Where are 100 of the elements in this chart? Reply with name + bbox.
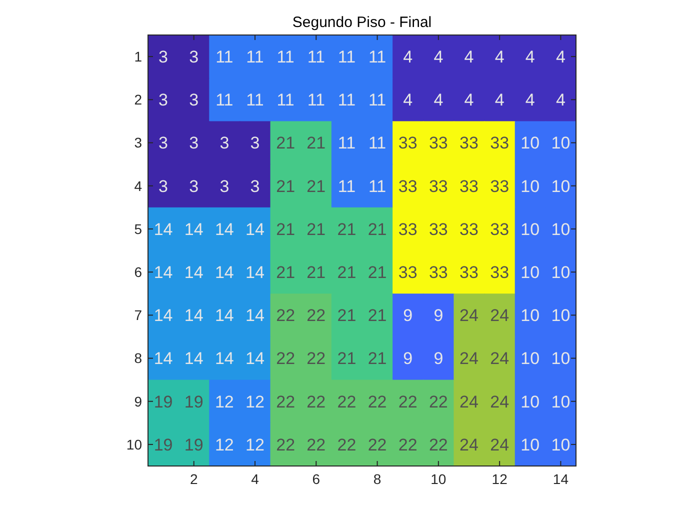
data-label: 4	[434, 48, 444, 66]
data-label: 33	[490, 263, 510, 282]
data-label: 24	[460, 306, 478, 326]
data-label: 19	[154, 392, 173, 412]
y-tick-label: 1	[134, 48, 142, 64]
data-label: 14	[246, 306, 264, 326]
data-label: 10	[520, 349, 540, 368]
data-label: 22	[428, 392, 448, 412]
data-label: 3	[250, 176, 260, 196]
chart-title: Segundo Piso - Final	[292, 14, 432, 31]
data-label: 12	[214, 392, 234, 412]
data-label: 4	[464, 90, 474, 110]
data-label: 14	[214, 263, 234, 282]
data-label: 33	[398, 220, 418, 239]
data-label: 33	[460, 134, 478, 153]
data-label: 14	[214, 349, 234, 368]
data-label: 24	[460, 435, 478, 454]
data-label: 21	[337, 263, 356, 282]
y-tick-label: 5	[134, 220, 142, 237]
data-label: 11	[338, 48, 356, 66]
data-label: 11	[276, 48, 294, 66]
data-label: 33	[428, 220, 448, 239]
data-label: 9	[434, 349, 444, 368]
data-label: 21	[276, 220, 296, 239]
data-label: 33	[398, 263, 418, 282]
data-label: 11	[368, 48, 386, 66]
y-tick-label: 6	[134, 264, 142, 280]
y-tick-label: 4	[134, 178, 142, 194]
x-tick-label: 8	[373, 471, 382, 487]
y-tick-label: 9	[134, 393, 142, 410]
data-label: 14	[184, 349, 204, 368]
data-label: 24	[490, 349, 510, 368]
data-label: 10	[551, 392, 570, 412]
data-label: 11	[368, 90, 386, 110]
data-label: 4	[525, 48, 535, 66]
data-label: 4	[494, 90, 504, 110]
data-label: 14	[154, 263, 173, 282]
x-tick-label: 2	[190, 471, 198, 487]
data-label: 21	[276, 176, 296, 196]
data-label: 24	[490, 306, 510, 326]
x-tick-label: 12	[492, 471, 508, 487]
data-label: 10	[551, 349, 570, 368]
data-label: 33	[428, 176, 448, 196]
data-label: 11	[216, 48, 234, 66]
data-label: 4	[403, 90, 413, 110]
data-label: 21	[368, 220, 387, 239]
data-label: 22	[276, 349, 296, 368]
data-label: 33	[398, 134, 418, 153]
data-label: 4	[556, 90, 566, 110]
data-label: 22	[368, 435, 387, 454]
data-label: 24	[490, 392, 510, 412]
x-tick-label: 6	[312, 471, 320, 487]
y-tick-label: 3	[134, 134, 142, 151]
data-label: 12	[214, 435, 234, 454]
data-label: 10	[551, 306, 570, 326]
data-label: 10	[551, 134, 570, 153]
data-label: 11	[307, 48, 325, 66]
data-label: 22	[428, 435, 448, 454]
data-label: 14	[184, 263, 204, 282]
data-label: 4	[464, 48, 474, 66]
data-label: 14	[246, 263, 264, 282]
data-label: 22	[276, 306, 296, 326]
data-label: 22	[306, 392, 326, 412]
data-label: 33	[490, 176, 510, 196]
data-label: 21	[337, 220, 356, 239]
data-label: 21	[368, 306, 387, 326]
data-label: 33	[398, 176, 418, 196]
data-label: 21	[276, 134, 296, 153]
data-label: 9	[434, 306, 444, 326]
data-label: 3	[158, 176, 168, 196]
y-tick-label: 2	[134, 92, 142, 108]
data-label: 24	[460, 392, 478, 412]
data-label: 22	[398, 392, 418, 412]
data-label: 10	[520, 435, 540, 454]
data-label: 21	[276, 263, 296, 282]
data-label: 21	[306, 134, 326, 153]
data-label: 14	[184, 220, 204, 239]
data-label: 14	[154, 306, 173, 326]
data-label: 33	[460, 176, 478, 196]
data-label: 11	[368, 134, 386, 153]
data-label: 22	[276, 392, 296, 412]
data-label: 10	[520, 263, 540, 282]
y-tick-label: 10	[126, 436, 142, 452]
data-label: 14	[184, 306, 204, 326]
data-label: 10	[520, 176, 540, 196]
data-label: 4	[403, 48, 413, 66]
data-label: 11	[307, 90, 325, 110]
data-label: 11	[246, 90, 264, 110]
data-label: 10	[520, 220, 540, 239]
data-label: 4	[494, 48, 504, 66]
data-label: 3	[158, 48, 168, 66]
data-label: 14	[154, 220, 173, 239]
y-tick-label: 7	[134, 307, 142, 324]
data-label: 10	[551, 435, 570, 454]
data-label: 21	[368, 349, 387, 368]
data-label: 10	[520, 306, 540, 326]
data-label: 33	[490, 134, 510, 153]
data-label: 33	[460, 220, 478, 239]
data-label: 11	[368, 176, 386, 196]
data-label: 22	[306, 306, 326, 326]
